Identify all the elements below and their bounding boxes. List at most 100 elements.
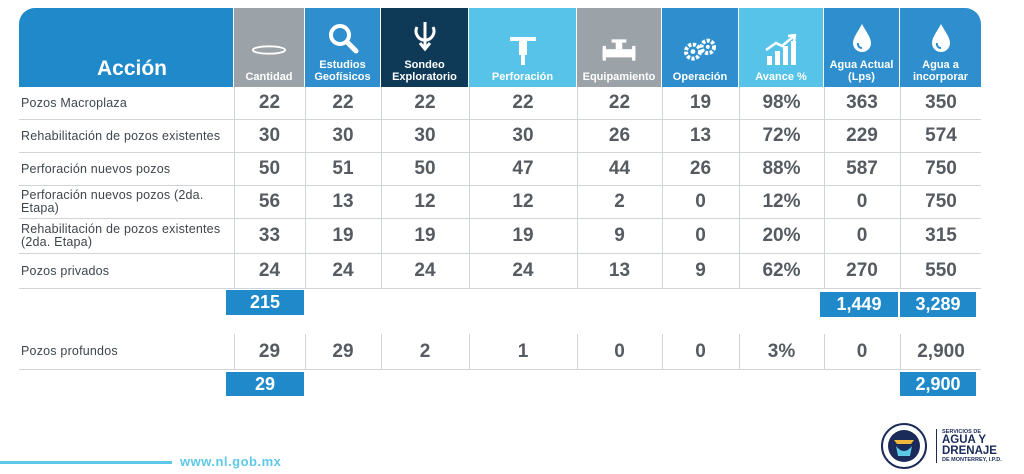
cell-perforacion: 12	[469, 186, 576, 218]
header-col-label: Avance %	[755, 71, 807, 83]
cell-avance: 62%	[739, 254, 823, 288]
ring-icon	[251, 33, 287, 67]
seal-icon	[881, 423, 927, 469]
cell-cantidad: 56	[234, 186, 304, 218]
total-agua-incorporar: 3,289	[900, 292, 976, 317]
water-drop-icon	[844, 21, 880, 55]
cell-avance: 20%	[739, 219, 823, 253]
cell-agua-actual-lps: 0	[824, 334, 899, 369]
cell-cantidad: 50	[234, 153, 304, 185]
cell-sondeo-exploratorio: 19	[381, 219, 468, 253]
row-label: Rehabilitación de pozos existentes (2da.…	[21, 222, 221, 249]
header-col-label: Perforación	[491, 71, 554, 83]
cell-agua-a-incorporar: 2,900	[900, 334, 981, 369]
cell-cantidad: 24	[234, 254, 304, 288]
table-row: Pozos Macroplaza 22 22 22 22 22 19 98% 363 350	[19, 87, 981, 120]
header-col-perforacion: Perforación	[469, 8, 576, 87]
cell-estudios-geofisicos: 51	[305, 153, 380, 185]
cell-estudios-geofisicos: 13	[305, 186, 380, 218]
cell-avance: 3%	[739, 334, 823, 369]
cell-estudios-geofisicos: 22	[305, 87, 380, 119]
footer-url-link[interactable]: www.nl.gob.mx	[180, 454, 282, 469]
cell-sondeo-exploratorio: 22	[381, 87, 468, 119]
header-accion: Acción	[19, 8, 233, 87]
cell-equipamiento: 2	[577, 186, 661, 218]
cell-avance: 88%	[739, 153, 823, 185]
total-cantidad-profundos: 29	[226, 372, 304, 396]
header-col-label: Equipamiento	[582, 71, 656, 83]
cell-estudios-geofisicos: 19	[305, 219, 380, 253]
table-row: Pozos profundos 29 29 2 1 0 0 3% 0 2,900	[19, 334, 981, 370]
cell-agua-actual-lps: 0	[824, 219, 899, 253]
drill-probe-icon	[407, 21, 443, 55]
cell-agua-a-incorporar: 574	[900, 120, 981, 152]
cell-avance: 98%	[739, 87, 823, 119]
cell-sondeo-exploratorio: 30	[381, 120, 468, 152]
table-row: Perforación nuevos pozos 50 51 50 47 44 26 88% 5…	[19, 153, 981, 186]
cell-agua-actual-lps: 587	[824, 153, 899, 185]
row-label: Pozos Macroplaza	[21, 95, 128, 110]
logo-line3: DRENAJE	[942, 445, 997, 457]
water-drop-icon	[923, 21, 959, 55]
cell-perforacion: 1	[469, 334, 576, 369]
header-col-estudios-geofisicos: Estudios Geofísicos	[305, 8, 380, 87]
cell-operacion: 0	[662, 334, 738, 369]
cell-perforacion: 22	[469, 87, 576, 119]
cell-equipamiento: 44	[577, 153, 661, 185]
cell-perforacion: 47	[469, 153, 576, 185]
header-col-agua-a-incorporar: Agua a incorporar	[900, 8, 981, 87]
header-col-label: Cantidad	[245, 71, 293, 83]
agua-drenaje-logo: SERVICIOS DE AGUA Y DRENAJE DE MONTERREY…	[880, 422, 1016, 470]
header-col-cantidad: Cantidad	[234, 8, 304, 87]
cell-equipamiento: 22	[577, 87, 661, 119]
cell-agua-actual-lps: 363	[824, 87, 899, 119]
logo-line2: AGUA Y	[942, 434, 987, 446]
cell-avance: 72%	[739, 120, 823, 152]
cell-agua-actual-lps: 0	[824, 186, 899, 218]
cell-estudios-geofisicos: 24	[305, 254, 380, 288]
cell-equipamiento: 0	[577, 334, 661, 369]
logo-line1: SERVICIOS DE	[942, 429, 982, 435]
growth-chart-icon	[763, 33, 799, 67]
cell-cantidad: 29	[234, 334, 304, 369]
cell-avance: 12%	[739, 186, 823, 218]
table-row: Rehabilitación de pozos existentes 30 30 30…	[19, 120, 981, 153]
cell-cantidad: 33	[234, 219, 304, 253]
cell-equipamiento: 26	[577, 120, 661, 152]
cell-agua-a-incorporar: 550	[900, 254, 981, 288]
cell-operacion: 9	[662, 254, 738, 288]
cell-agua-a-incorporar: 350	[900, 87, 981, 119]
row-label: Perforación nuevos pozos	[21, 161, 171, 176]
cell-agua-a-incorporar: 750	[900, 186, 981, 218]
cell-cantidad: 22	[234, 87, 304, 119]
jackhammer-icon	[505, 33, 541, 67]
header-col-avance: Avance %	[739, 8, 823, 87]
cell-agua-actual-lps: 229	[824, 120, 899, 152]
cell-operacion: 0	[662, 219, 738, 253]
cell-operacion: 13	[662, 120, 738, 152]
cell-perforacion: 19	[469, 219, 576, 253]
logo-text: SERVICIOS DE AGUA Y DRENAJE DE MONTERREY…	[936, 429, 1002, 463]
header-col-label: Estudios Geofísicos	[314, 59, 371, 83]
header-col-equipamiento: Equipamiento	[577, 8, 661, 87]
cell-agua-a-incorporar: 750	[900, 153, 981, 185]
cell-agua-a-incorporar: 315	[900, 219, 981, 253]
cell-equipamiento: 13	[577, 254, 661, 288]
row-label: Pozos privados	[21, 263, 110, 278]
gears-icon	[682, 33, 718, 67]
cell-sondeo-exploratorio: 24	[381, 254, 468, 288]
table-row: Rehabilitación de pozos existentes (2da.…	[19, 219, 981, 254]
footer-line	[0, 461, 172, 464]
header-col-label: Operación	[672, 71, 728, 83]
row-label: Rehabilitación de pozos existentes	[21, 128, 221, 143]
header-col-label: Sondeo Exploratorio	[392, 59, 457, 83]
cell-cantidad: 30	[234, 120, 304, 152]
magnifier-icon	[325, 21, 361, 55]
total-agua-actual: 1,449	[820, 292, 898, 317]
cell-sondeo-exploratorio: 50	[381, 153, 468, 185]
accion-label: Acción	[97, 57, 168, 80]
cell-operacion: 0	[662, 186, 738, 218]
row-label: Pozos profundos	[21, 344, 118, 358]
row-label: Perforación nuevos pozos (2da. Etapa)	[21, 188, 204, 215]
header-col-operacion: Operación	[662, 8, 738, 87]
